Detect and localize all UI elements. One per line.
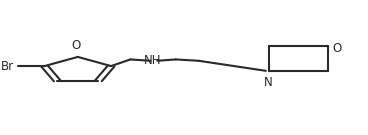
Text: O: O xyxy=(71,39,81,52)
Text: NH: NH xyxy=(144,54,162,67)
Text: Br: Br xyxy=(1,60,14,72)
Text: N: N xyxy=(264,76,273,89)
Text: O: O xyxy=(332,42,342,55)
